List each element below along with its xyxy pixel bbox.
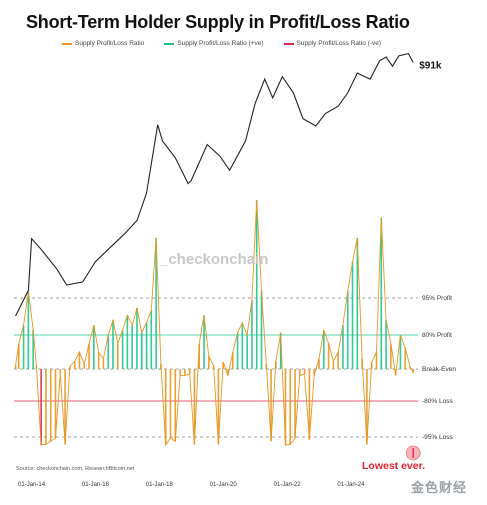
watermark-text: _checkonchain (160, 251, 269, 268)
legend-item-negative: Supply Profit/Loss Ratio (-ve) (283, 40, 382, 47)
legend-label-positive: Supply Profit/Loss Ratio (+ve) (177, 40, 264, 47)
logo-text: 金色财经 (411, 480, 468, 495)
x-tick-label: 01-Jan-20 (210, 482, 238, 488)
x-tick-label: 01-Jan-16 (82, 482, 110, 488)
lowest-ever-callout: Lowest ever. (362, 460, 426, 472)
legend: Supply Profit/Loss Ratio Supply Profit/L… (62, 40, 381, 47)
level-label: Break-Even (422, 366, 456, 373)
legend-item-ratio: Supply Profit/Loss Ratio (62, 40, 144, 47)
level-label: 95% Profit (422, 295, 452, 302)
legend-swatch-negative (283, 42, 294, 45)
price-series-line (15, 52, 414, 317)
legend-item-positive: Supply Profit/Loss Ratio (+ve) (164, 40, 264, 47)
source-note: Source: checkonchain.com, ResearchBitcoi… (16, 466, 135, 472)
x-tick-label: 01-Jan-22 (274, 482, 302, 488)
chart-title: Short-Term Holder Supply in Profit/Loss … (26, 12, 410, 32)
price-label: $91k (419, 60, 442, 71)
x-tick-label: 01-Jan-18 (146, 482, 174, 488)
level-label: 80% Profit (422, 332, 452, 339)
legend-swatch-positive (164, 42, 175, 45)
level-label: -95% Loss (422, 434, 453, 441)
legend-label-negative: Supply Profit/Loss Ratio (-ve) (296, 40, 382, 47)
legend-label-ratio: Supply Profit/Loss Ratio (75, 40, 145, 47)
x-tick-label: 01-Jan-14 (18, 482, 46, 488)
x-tick-label: 01-Jan-24 (337, 482, 365, 488)
ratio-series-line (15, 199, 414, 447)
legend-swatch-ratio (62, 42, 72, 45)
level-label: -80% Loss (422, 398, 453, 405)
